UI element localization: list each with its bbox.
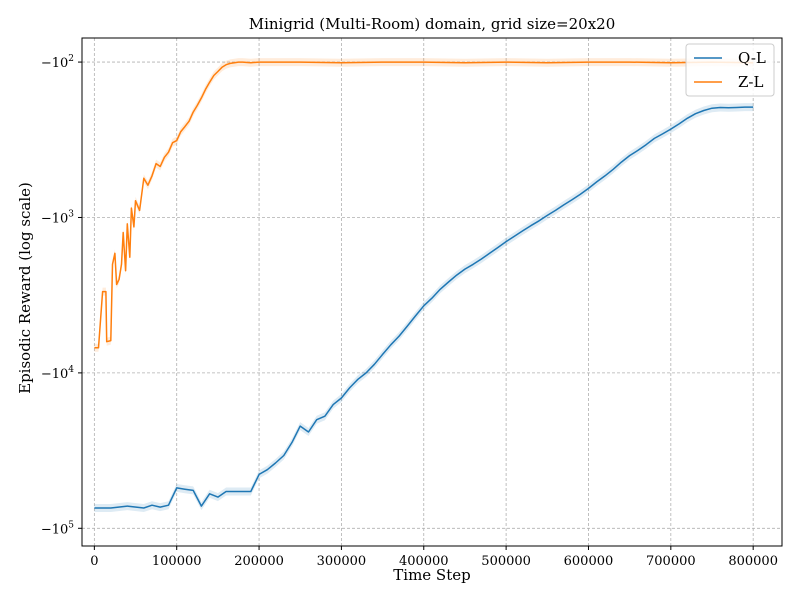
x-tick-label: 500000 [481,554,531,569]
y-axis-label: Episodic Reward (log scale) [16,182,34,394]
series-lines [94,58,754,512]
y-tick-label: −104 [41,365,74,382]
x-tick-label: 0 [90,554,98,569]
y-tick-label: −102 [41,54,74,71]
y-axis-ticks: −102 −103 −104 −105 [41,54,82,537]
chart-title: Minigrid (Multi-Room) domain, grid size=… [249,15,616,33]
x-tick-label: 300000 [317,554,367,569]
x-tick-label: 200000 [234,554,284,569]
x-tick-label: 700000 [646,554,696,569]
series-line [94,61,754,349]
grid-lines [82,38,782,546]
x-tick-label: 400000 [399,554,449,569]
legend: Q-L Z-L [685,43,775,97]
series-band [94,103,754,512]
x-axis-ticks: 0 100000 200000 300000 400000 500000 600000 700… [90,546,778,569]
x-tick-label: 600000 [564,554,614,569]
legend-box [685,43,775,97]
y-tick-label: −105 [41,520,74,537]
x-axis-label: Time Step [393,566,470,584]
x-tick-label: 800000 [728,554,778,569]
legend-label: Z-L [738,73,763,91]
series-line [94,106,754,509]
x-tick-label: 100000 [152,554,202,569]
plot-frame [81,37,783,547]
legend-label: Q-L [738,49,766,67]
y-tick-label: −103 [41,209,74,226]
